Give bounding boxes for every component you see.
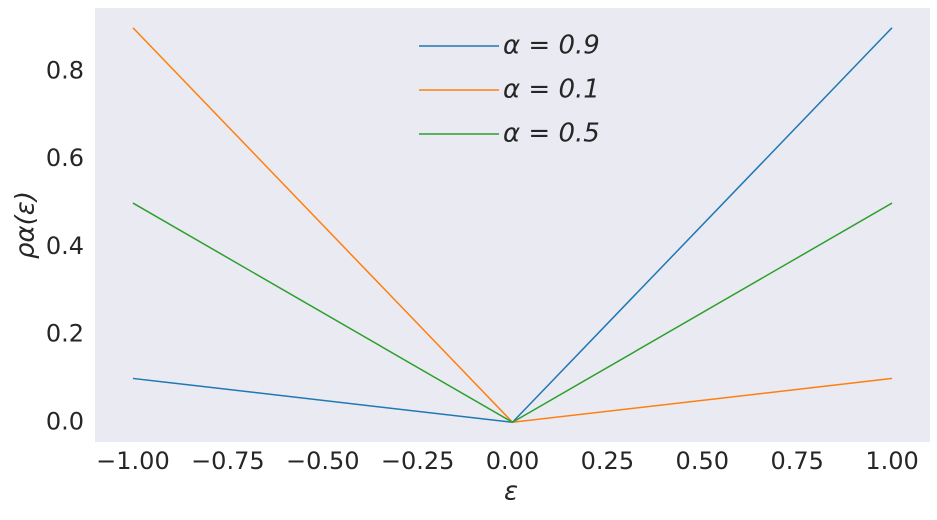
x-tick-label: −0.25 xyxy=(381,447,455,475)
y-tick-label: 0.2 xyxy=(46,320,84,348)
legend-label: α = 0.1 xyxy=(503,75,600,105)
y-tick-label: 0.8 xyxy=(46,57,84,85)
x-tick-label: −0.50 xyxy=(286,447,360,475)
legend-box xyxy=(415,22,615,160)
y-tick-label: 0.0 xyxy=(46,407,84,435)
y-tick-label: 0.4 xyxy=(46,232,84,260)
legend-label: α = 0.9 xyxy=(503,31,600,61)
series-line xyxy=(132,202,893,424)
legend-label: α = 0.5 xyxy=(503,119,600,149)
x-tick-label: −0.75 xyxy=(191,447,265,475)
x-axis-label: ε xyxy=(504,477,518,507)
y-tick-label: 0.6 xyxy=(46,144,84,172)
x-tick-label: −1.00 xyxy=(96,447,170,475)
x-tick-label: 0.25 xyxy=(581,447,634,475)
y-axis-label: ρα(ε) xyxy=(11,191,41,259)
x-tick-label: 0.00 xyxy=(486,447,539,475)
x-tick-label: 0.50 xyxy=(676,447,729,475)
x-tick-label: 0.75 xyxy=(770,447,823,475)
x-tick-label: 1.00 xyxy=(865,447,918,475)
